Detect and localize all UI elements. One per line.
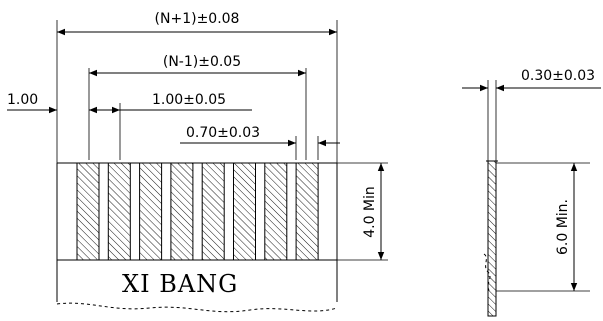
- side-length-label: 6.0 Min.: [555, 199, 571, 255]
- contact-width-label: 0.70±0.03: [186, 125, 260, 141]
- break-line: [56, 302, 338, 313]
- front-view: XI BANG (N+1)±0.08 (N-1)±0.05 1.00: [7, 11, 388, 313]
- side-view: 0.30±0.03 6.0 Min.: [462, 68, 601, 317]
- brand-label: XI BANG: [122, 270, 238, 298]
- dimension-thickness: 0.30±0.03: [462, 68, 601, 161]
- contact-pad: [295, 162, 319, 261]
- dimension-contact-width: 0.70±0.03: [180, 125, 340, 160]
- dimension-pitch-span: (N-1)±0.05: [88, 54, 307, 160]
- pitch-label: 1.00±0.05: [152, 92, 226, 108]
- contact-pads: [76, 162, 319, 261]
- thickness-label: 0.30±0.03: [521, 68, 595, 84]
- contact-pad: [233, 162, 256, 261]
- contact-pad: [139, 162, 163, 261]
- contact-pad: [264, 162, 288, 261]
- contact-length-label: 4.0 Min: [362, 186, 378, 238]
- contact-pad: [76, 162, 100, 261]
- contact-pad: [170, 162, 194, 261]
- contact-pad: [201, 162, 225, 261]
- dimension-side-length: 6.0 Min.: [496, 162, 590, 292]
- overall-width-label: (N+1)±0.08: [155, 11, 240, 27]
- dimension-edge-margin: 1.00: [7, 92, 121, 160]
- edge-margin-label: 1.00: [7, 92, 38, 108]
- cable-side-profile: [483, 160, 498, 317]
- dimension-pitch: 1.00±0.05: [89, 92, 252, 114]
- cable-body: [56, 162, 338, 302]
- dimension-overall-width: (N+1)±0.08: [56, 11, 338, 163]
- dimension-contact-length: 4.0 Min: [337, 162, 388, 261]
- contact-pad: [107, 162, 131, 261]
- pitch-span-label: (N-1)±0.05: [163, 54, 241, 70]
- side-break-line: [483, 253, 491, 293]
